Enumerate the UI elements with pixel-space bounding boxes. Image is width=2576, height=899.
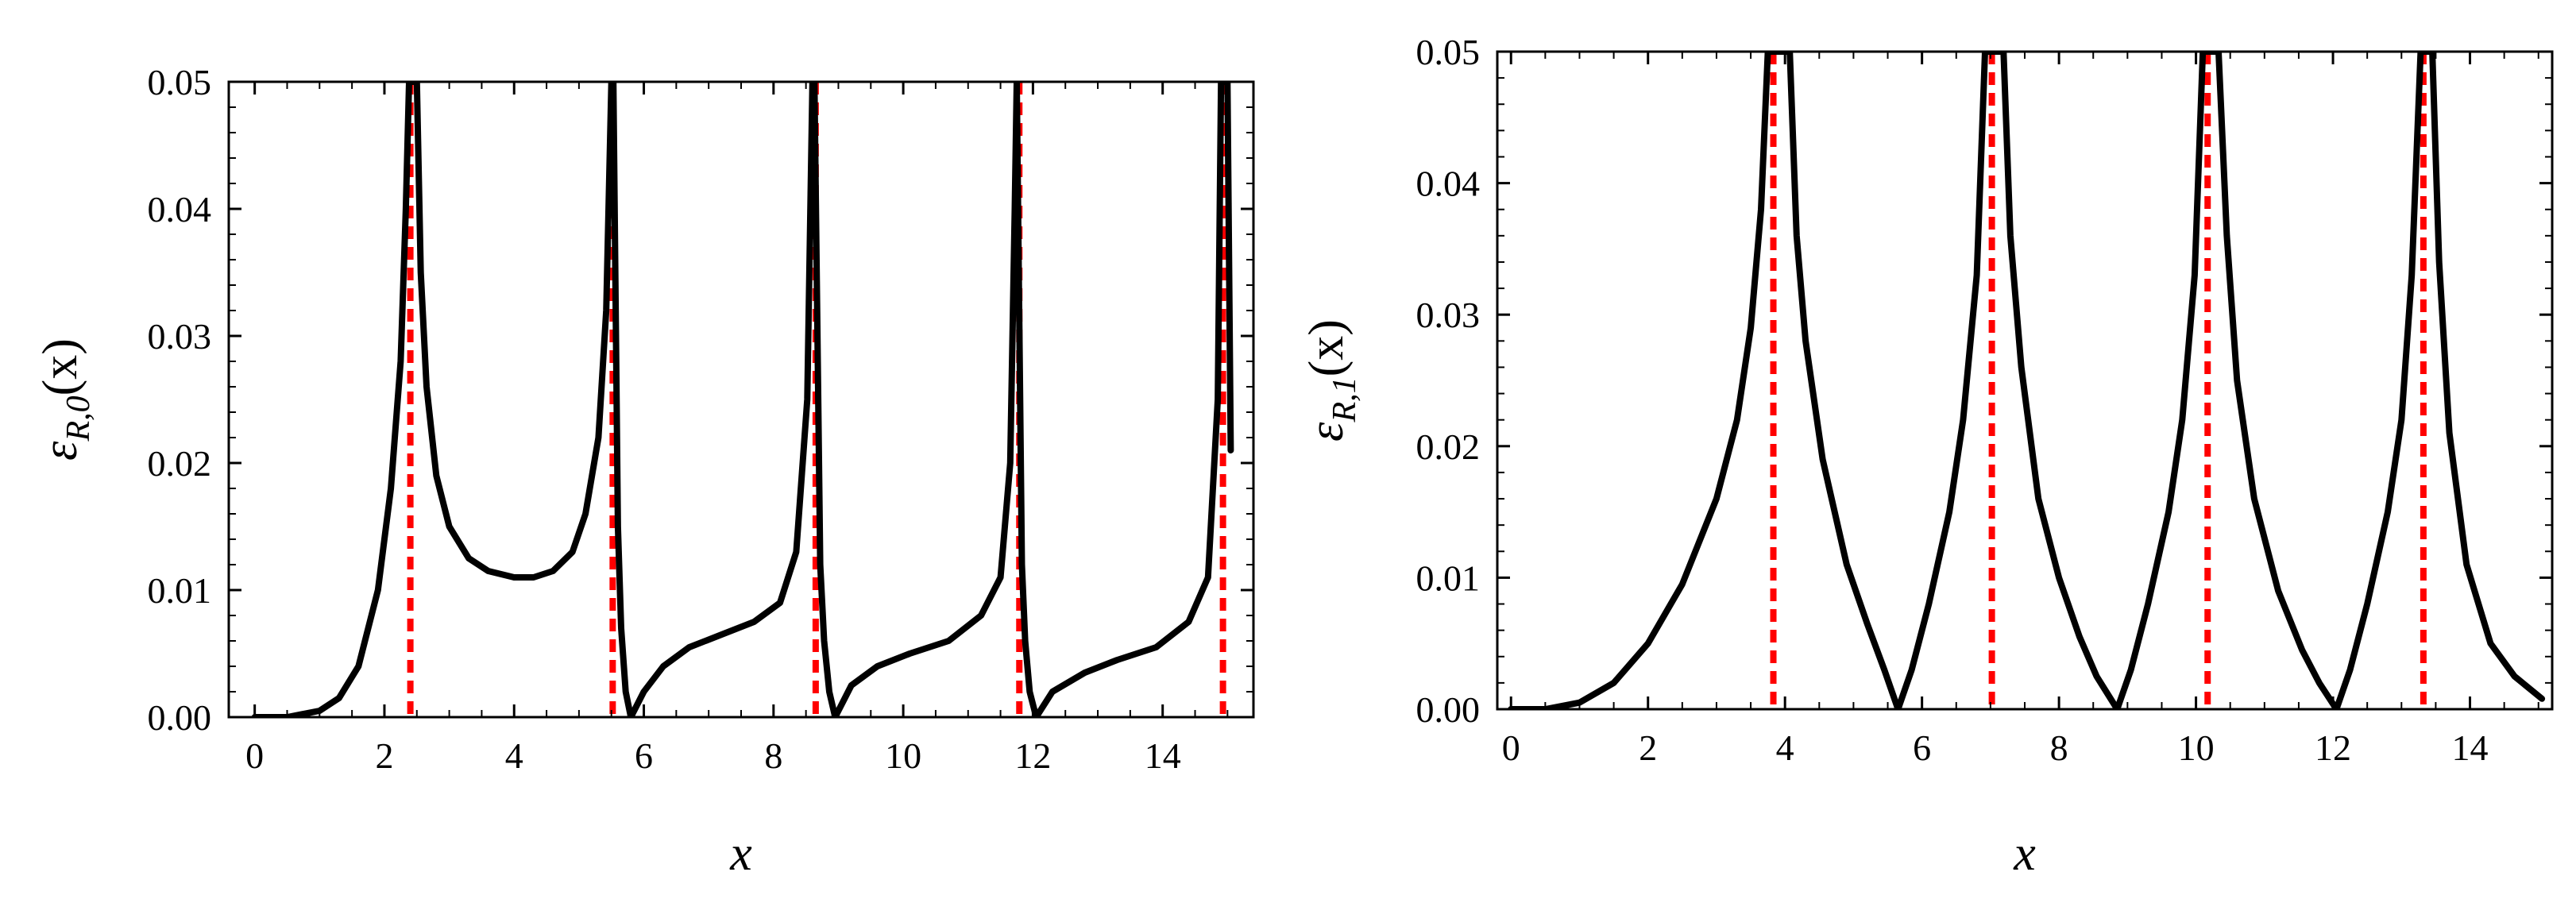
y-tick-label: 0.00 xyxy=(148,697,212,738)
x-tick-label: 10 xyxy=(2178,727,2215,768)
x-tick-label: 2 xyxy=(375,735,393,776)
x-tick-label: 4 xyxy=(1776,727,1794,768)
x-tick-label: 12 xyxy=(2315,727,2351,768)
y-axis-title-subscript: R,1 xyxy=(1327,376,1363,422)
x-tick-label: 2 xyxy=(1639,727,1657,768)
y-axis-title-argument: (x) xyxy=(33,338,87,395)
y-axis-title: εR,0(x) xyxy=(33,338,97,461)
x-tick-label: 10 xyxy=(885,735,921,776)
y-axis-title-subscript: R,0 xyxy=(60,395,97,442)
y-tick-label: 0.02 xyxy=(148,443,212,484)
y-tick-label: 0.01 xyxy=(148,570,212,611)
y-axis-title-symbol: ε xyxy=(1300,422,1354,442)
y-tick-label: 0.01 xyxy=(1416,558,1481,598)
x-tick-label: 6 xyxy=(1913,727,1931,768)
y-tick-label: 0.02 xyxy=(1416,426,1481,467)
y-axis-title-symbol: ε xyxy=(33,441,87,461)
x-tick-label: 14 xyxy=(1145,735,1181,776)
y-tick-label: 0.03 xyxy=(148,316,212,357)
y-tick-label: 0.00 xyxy=(1416,689,1481,730)
chart-panel-left: 0 2 4 6 8 10 12 14 0.00 0.01 0.02 0.03 0.04 0.05 x εR,0… xyxy=(33,62,1255,881)
plot-frame xyxy=(227,80,1255,719)
x-axis-title: x xyxy=(729,827,752,881)
x-tick-label: 6 xyxy=(635,735,653,776)
x-tick-label: 12 xyxy=(1014,735,1051,776)
data-curve xyxy=(251,82,1234,717)
x-tick-label: 8 xyxy=(764,735,782,776)
y-tick-label: 0.04 xyxy=(1416,164,1481,204)
y-tick-label: 0.04 xyxy=(148,189,212,230)
y-tick-label: 0.05 xyxy=(148,62,212,102)
x-tick-label: 0 xyxy=(1502,727,1520,768)
x-tick-label: 0 xyxy=(245,735,264,776)
x-axis-title: x xyxy=(2013,827,2036,881)
y-tick-label: 0.03 xyxy=(1416,295,1481,335)
x-tick-label: 14 xyxy=(2452,727,2489,768)
y-tick-label: 0.05 xyxy=(1416,32,1481,72)
x-tick-label: 4 xyxy=(505,735,523,776)
chart-panel-right: 0 2 4 6 8 10 12 14 0.00 0.01 0.02 0.03 0.04 0.05 x εR,1… xyxy=(1300,32,2554,881)
data-curve xyxy=(1508,52,2546,709)
x-tick-label: 8 xyxy=(2050,727,2068,768)
y-axis-title: εR,1(x) xyxy=(1300,319,1363,442)
y-axis-title-argument: (x) xyxy=(1300,319,1354,376)
